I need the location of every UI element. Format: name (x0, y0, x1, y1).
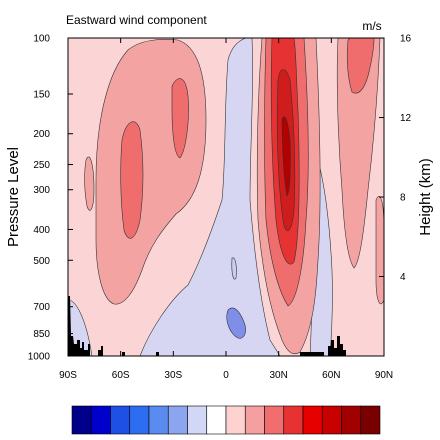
contour-field (68, 38, 384, 356)
x-tick-label: 60S (112, 370, 130, 381)
x-tick-label: 0 (223, 370, 229, 381)
x-tick-label: 30S (164, 370, 182, 381)
x-tick-label: 90S (59, 370, 77, 381)
jet-north-level5 (281, 116, 291, 197)
right-axis-label: Height (km) (417, 158, 434, 236)
colorbar-swatch (264, 405, 285, 435)
right-tick-label: 4 (400, 272, 406, 283)
y-tick-label: 250 (33, 160, 50, 171)
easterly-core-mid (231, 257, 237, 280)
axes: 90S 60S 30S 0 30N 60N 90N 100 150 200 250 300 400 500… (28, 34, 412, 382)
right-tick-label: 8 (400, 193, 406, 204)
colorbar-swatch (129, 405, 150, 435)
colorbar-swatch (360, 405, 381, 435)
colorbar-swatch (71, 405, 92, 435)
colorbar-swatch (110, 405, 131, 435)
x-tick-label: 90N (375, 370, 393, 381)
colorbar-swatch (302, 405, 323, 435)
y-axis-label: Pressure Level (5, 147, 22, 247)
jet-south-core (120, 121, 144, 239)
colorbar-swatch (187, 405, 208, 435)
colorbar-swatch (321, 405, 342, 435)
right-tick-label: 12 (400, 113, 412, 124)
y-tick-label: 200 (33, 129, 50, 140)
x-tick-label: 60N (322, 370, 340, 381)
colorbar (71, 405, 381, 435)
north-pole-band (375, 195, 384, 305)
y-tick-label: 300 (33, 185, 50, 196)
colorbar-swatch (167, 405, 188, 435)
colorbar-swatch (244, 405, 265, 435)
colorbar-swatch (225, 405, 246, 435)
easterly-region-tropics (139, 38, 281, 356)
y-tick-label: 700 (33, 302, 50, 313)
colorbar-swatch (206, 405, 227, 435)
jet-far-north-level2 (346, 38, 375, 94)
y-tick-label: 500 (33, 256, 50, 267)
y-tick-label: 150 (33, 89, 50, 100)
x-tick-label: 30N (269, 370, 287, 381)
chart-title: Eastward wind component (66, 13, 207, 27)
y-tick-label: 100 (33, 34, 50, 45)
colorbar-swatch (90, 405, 111, 435)
jet-south-left-band (84, 156, 95, 211)
y-tick-label: 400 (33, 225, 50, 236)
colorbar-swatch (341, 405, 362, 435)
right-tick-label: 16 (400, 34, 412, 45)
jet-south-upper-core (171, 78, 189, 159)
colorbar-swatch (283, 405, 304, 435)
jet-far-north-level1 (336, 38, 381, 269)
y-tick-label: 1000 (28, 352, 51, 363)
units-label: m/s (362, 19, 381, 33)
topography (68, 296, 346, 356)
colorbar-swatch (148, 405, 169, 435)
easterly-core-low (226, 307, 246, 339)
y-tick-label: 850 (33, 329, 50, 340)
